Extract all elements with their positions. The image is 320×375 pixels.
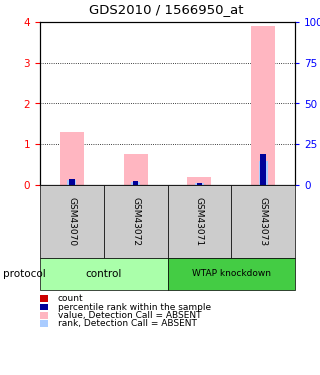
- Text: percentile rank within the sample: percentile rank within the sample: [58, 303, 211, 312]
- Bar: [195, 183, 204, 185]
- Bar: [187, 177, 212, 185]
- Bar: [131, 182, 140, 185]
- Bar: [260, 154, 266, 185]
- Bar: [69, 179, 75, 185]
- Text: protocol: protocol: [3, 269, 46, 279]
- Bar: [197, 183, 202, 185]
- Text: count: count: [58, 294, 83, 303]
- Bar: [124, 154, 148, 185]
- Bar: [60, 132, 84, 185]
- Text: GSM43071: GSM43071: [195, 197, 204, 246]
- Bar: [251, 26, 275, 185]
- Text: GSM43070: GSM43070: [68, 197, 76, 246]
- Bar: [259, 160, 268, 185]
- Bar: [67, 180, 76, 185]
- Text: control: control: [85, 269, 122, 279]
- Text: GSM43072: GSM43072: [131, 197, 140, 246]
- Bar: [260, 183, 266, 185]
- Text: WTAP knockdown: WTAP knockdown: [192, 270, 271, 279]
- Text: value, Detection Call = ABSENT: value, Detection Call = ABSENT: [58, 311, 201, 320]
- Bar: [197, 184, 202, 185]
- Text: GSM43073: GSM43073: [259, 197, 268, 246]
- Text: GDS2010 / 1566950_at: GDS2010 / 1566950_at: [89, 3, 244, 16]
- Bar: [133, 184, 138, 185]
- Bar: [133, 181, 138, 185]
- Bar: [69, 183, 75, 185]
- Text: rank, Detection Call = ABSENT: rank, Detection Call = ABSENT: [58, 319, 196, 328]
